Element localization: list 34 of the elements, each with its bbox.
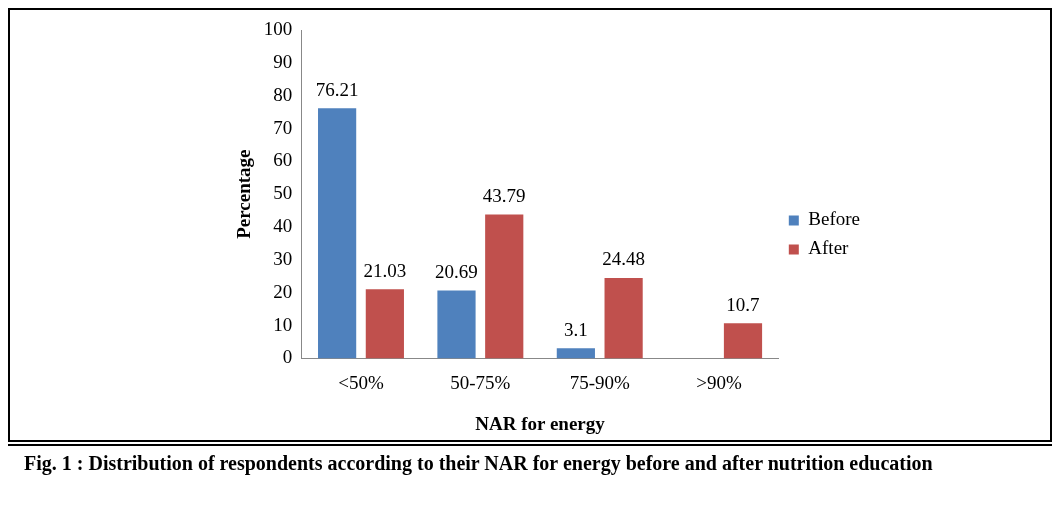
bar	[556, 348, 595, 359]
data-label: 3.1	[563, 318, 588, 340]
data-label: 20.69	[435, 260, 478, 282]
bar	[365, 289, 404, 359]
x-tick-label: 50-75%	[450, 371, 511, 393]
bar	[318, 108, 357, 359]
data-label: 24.48	[602, 248, 645, 270]
y-tick-label: 0	[282, 346, 293, 368]
y-tick-label: 80	[273, 83, 293, 105]
x-tick-label: >90%	[696, 371, 743, 393]
y-tick-label: 100	[263, 17, 293, 39]
bar	[604, 278, 643, 359]
legend-label: After	[808, 237, 850, 259]
bar	[437, 290, 476, 359]
bar	[485, 214, 524, 359]
caption: Fig. 1 : Distribution of respondents according to their NAR for energy before and after nutrition education	[8, 444, 1052, 481]
y-axis-title: Percentage	[233, 149, 255, 239]
data-label: 10.7	[726, 293, 760, 315]
data-label: 43.79	[482, 185, 526, 207]
y-tick-label: 50	[273, 182, 293, 204]
x-axis-title: NAR for energy	[475, 412, 606, 434]
x-tick-label: 75-90%	[569, 371, 630, 393]
y-tick-label: 30	[273, 247, 293, 269]
y-tick-label: 40	[273, 215, 293, 237]
bar	[723, 323, 763, 359]
x-tick-label: <50%	[338, 371, 384, 393]
y-tick-label: 70	[273, 116, 293, 138]
y-tick-label: 10	[273, 313, 293, 335]
y-tick-label: 20	[273, 280, 293, 302]
y-tick-label: 60	[273, 149, 293, 171]
legend-label: Before	[808, 208, 861, 230]
data-label: 21.03	[363, 259, 407, 281]
y-tick-label: 90	[273, 50, 293, 72]
data-label: 76.21	[315, 78, 359, 100]
